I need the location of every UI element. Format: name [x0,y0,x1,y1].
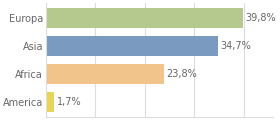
Bar [46,8,243,28]
Text: 39,8%: 39,8% [245,13,276,23]
Text: 34,7%: 34,7% [220,41,251,51]
Bar [46,64,164,84]
Bar [46,36,218,56]
Bar [46,92,54,112]
Text: 23,8%: 23,8% [166,69,197,79]
Text: 1,7%: 1,7% [57,97,81,107]
